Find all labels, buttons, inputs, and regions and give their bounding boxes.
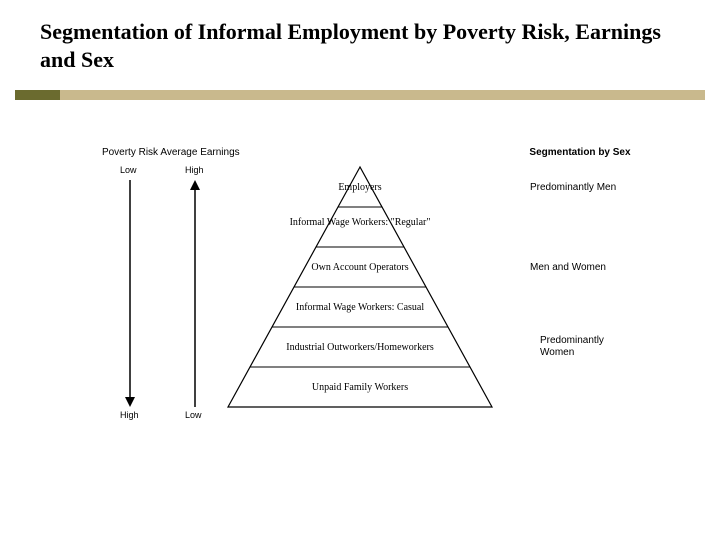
sex-label-middle: Men and Women — [530, 262, 606, 273]
sex-label-bottom: Predominantly Women — [540, 335, 630, 359]
diagram-area: Poverty Risk Average Earnings Segmentati… — [0, 115, 720, 495]
title-area: Segmentation of Informal Employment by P… — [0, 0, 720, 81]
diagram-svg — [0, 115, 720, 475]
pyramid-level-3: Informal Wage Workers: Casual — [260, 302, 460, 313]
accent-olive — [15, 90, 60, 100]
accent-tan — [60, 90, 705, 100]
pyramid-level-1: Informal Wage Workers: "Regular" — [260, 217, 460, 228]
pyramid-level-2: Own Account Operators — [260, 262, 460, 273]
sex-label-top: Predominantly Men — [530, 182, 616, 193]
pyramid-level-0: Employers — [260, 182, 460, 193]
page-title: Segmentation of Informal Employment by P… — [40, 18, 690, 73]
pyramid-level-4: Industrial Outworkers/Homeworkers — [260, 342, 460, 353]
accent-bar — [15, 90, 705, 100]
pyramid-level-5: Unpaid Family Workers — [260, 382, 460, 393]
